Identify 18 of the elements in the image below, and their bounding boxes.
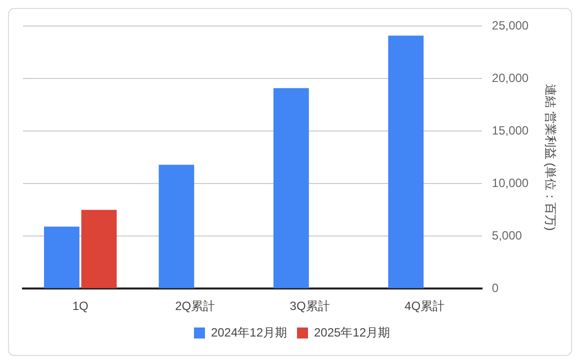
- y-tick-label: 0: [492, 280, 499, 295]
- legend-label: 2024年12月期: [210, 325, 288, 340]
- bar: [44, 226, 80, 288]
- x-tick-label: 4Q累計: [404, 299, 445, 314]
- bar: [158, 164, 194, 288]
- x-tick-label: 3Q累計: [290, 299, 330, 314]
- y-tick-label: 15,000: [492, 123, 529, 138]
- bar: [81, 210, 117, 288]
- y-tick-label: 25,000: [492, 18, 529, 33]
- y-axis-title: 連結 営業利益 (単位：百万): [543, 84, 558, 231]
- y-tick-label: 20,000: [492, 70, 529, 85]
- bar: [273, 88, 309, 288]
- legend-label: 2025年12月期: [314, 325, 390, 340]
- y-tick-label: 5,000: [492, 228, 522, 242]
- x-tick-label: 2Q累計: [175, 299, 216, 314]
- y-tick-label: 10,000: [492, 176, 529, 190]
- bar: [388, 36, 424, 288]
- x-tick-label: 1Q: [72, 299, 88, 314]
